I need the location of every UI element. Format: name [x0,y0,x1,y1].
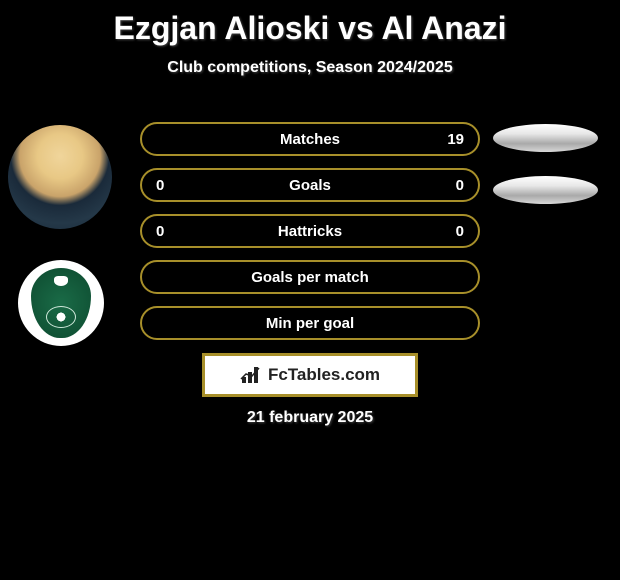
page-subtitle: Club competitions, Season 2024/2025 [0,59,620,77]
date-text: 21 february 2025 [0,409,620,427]
stat-row: 0 Hattricks 0 [140,214,480,248]
bottom-band [0,450,620,580]
stat-right-value: 19 [434,131,464,148]
right-pill-2 [493,176,598,204]
stat-label: Goals [186,177,434,194]
stat-right-value: 0 [434,223,464,240]
watermark-text: FcTables.com [268,365,380,385]
stat-left-value: 0 [156,177,186,194]
stat-label: Hattricks [186,223,434,240]
stat-row: Goals per match [140,260,480,294]
stat-row: 0 Goals 0 [140,168,480,202]
player2-avatar [18,260,104,346]
stat-row: Matches 19 [140,122,480,156]
stat-label: Matches [186,131,434,148]
stat-label: Goals per match [186,269,434,286]
page-title: Ezgjan Alioski vs Al Anazi [0,0,620,47]
player1-avatar [8,125,112,229]
stat-row: Min per goal [140,306,480,340]
right-pill-1 [493,124,598,152]
stat-left-value: 0 [156,223,186,240]
club-crest-icon [31,268,91,338]
stats-table: Matches 19 0 Goals 0 0 Hattricks 0 Goals… [140,122,480,352]
infographic-root: Ezgjan Alioski vs Al Anazi Club competit… [0,0,620,580]
stat-right-value: 0 [434,177,464,194]
stat-label: Min per goal [186,315,434,332]
watermark: FcTables.com [202,353,418,397]
bar-chart-icon [240,365,262,385]
